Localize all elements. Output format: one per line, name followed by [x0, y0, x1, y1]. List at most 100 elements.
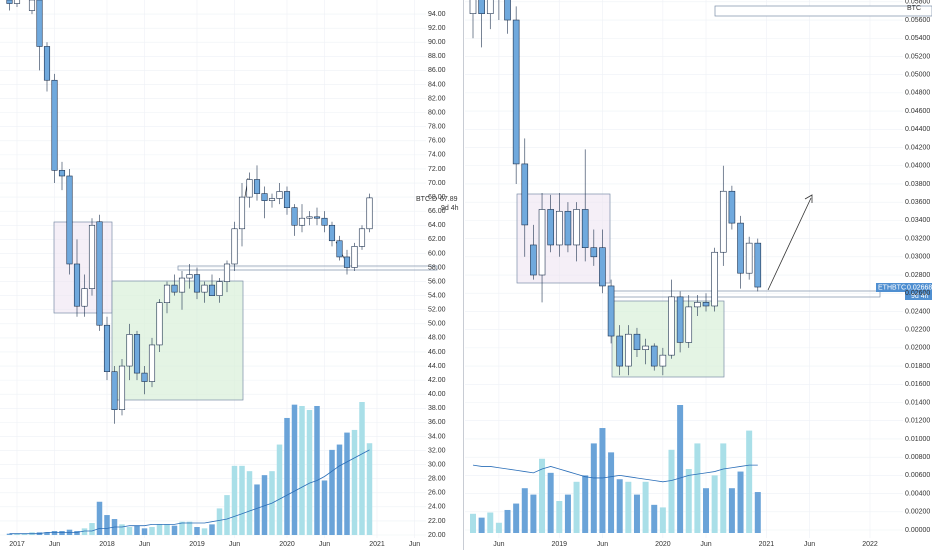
- y-tick-label: 92.00: [428, 25, 446, 32]
- candle-body: [685, 306, 693, 343]
- x-tick-label: Jun: [804, 541, 815, 548]
- volume-bar: [291, 404, 298, 535]
- candle-body: [118, 365, 126, 410]
- volume-bar: [608, 452, 615, 533]
- candle-body: [171, 284, 178, 293]
- volume-bar: [625, 481, 632, 533]
- candle-body: [711, 251, 718, 307]
- volume-bar: [156, 524, 163, 535]
- volume-bar: [336, 444, 343, 535]
- volume-bar: [344, 432, 350, 535]
- last-price-label: 67.89: [440, 196, 458, 203]
- candle-body: [469, 0, 477, 14]
- volume-bar: [599, 428, 606, 533]
- candle-body: [659, 354, 667, 367]
- y-tick-label: 82.00: [428, 95, 446, 102]
- candle-body: [478, 0, 485, 14]
- x-tick-label: 2020: [655, 541, 671, 548]
- y-tick-label: 94.00: [428, 11, 446, 18]
- symbol-label: BTC.D: [416, 196, 437, 203]
- candle-body: [238, 196, 246, 230]
- drawings: [53, 177, 438, 401]
- y-tick-label: 0.04200: [905, 144, 930, 151]
- y-tick-label: 22.00: [428, 518, 446, 525]
- volume-bar: [590, 443, 597, 533]
- y-tick-label: 44.00: [428, 363, 446, 370]
- y-tick-label: 28.00: [428, 476, 446, 483]
- candle-body: [73, 263, 81, 307]
- volume-bar: [171, 525, 178, 535]
- y-tick-label: 24.00: [428, 504, 446, 511]
- y-tick-label: 86.00: [428, 67, 446, 74]
- candle-body: [298, 217, 306, 226]
- candle-body: [599, 247, 606, 287]
- volume-bar: [478, 517, 485, 533]
- volume-bar: [685, 469, 692, 533]
- volume-bar: [149, 527, 155, 535]
- y-tick-label: 54.00: [428, 293, 446, 300]
- y-tick-label: 32.00: [428, 447, 446, 454]
- y-tick-label: 0.03600: [905, 199, 930, 206]
- volume-bar: [119, 524, 125, 535]
- y-tick-label: 0.04600: [905, 108, 930, 115]
- volume-bar: [504, 509, 511, 533]
- candle-body: [276, 191, 283, 199]
- y-tick-label: 0.02600: [905, 290, 930, 297]
- y-tick-label: 0.04000: [905, 163, 930, 170]
- volume-bar: [141, 528, 148, 535]
- y-tick-label: 0.04800: [905, 90, 930, 97]
- candle-body: [193, 274, 201, 293]
- candle-body: [358, 228, 366, 247]
- candle-body: [512, 19, 520, 165]
- arrow-line: [767, 197, 812, 291]
- candle-body: [43, 46, 51, 81]
- candle-body: [607, 285, 615, 337]
- candle-body: [268, 198, 276, 201]
- volume-bar: [224, 495, 230, 535]
- volume-bar: [582, 475, 589, 533]
- volume-ma-line: [9, 449, 370, 535]
- candle-body: [719, 190, 727, 253]
- symbol-tag: [876, 283, 905, 292]
- volume-bar: [134, 525, 140, 535]
- volume-ma-line: [472, 464, 758, 483]
- candle-body: [81, 288, 88, 307]
- y-tick-label: 76.00: [428, 138, 446, 145]
- candle-body: [321, 217, 328, 226]
- volume-bar: [521, 488, 528, 533]
- y-tick-label: 0.00600: [905, 472, 930, 479]
- volume-bar: [179, 521, 185, 535]
- y-tick-label: 84.00: [428, 81, 446, 88]
- y-tick-label: 20.00: [428, 532, 446, 539]
- volume-bar: [633, 494, 640, 533]
- y-tick-label: 0.03800: [905, 181, 930, 188]
- compare-symbol-label: BTC: [907, 5, 921, 12]
- volume-bar: [216, 508, 223, 535]
- volume-bar: [246, 471, 253, 535]
- x-tick-label: Jun: [597, 541, 608, 548]
- volume-bar: [651, 504, 658, 533]
- candle-body: [51, 79, 58, 171]
- volume-bar: [21, 533, 28, 535]
- countdown-tag: [905, 292, 932, 300]
- y-tick-label: 36.00: [428, 419, 446, 426]
- x-tick-label: 2022: [862, 541, 878, 548]
- volume-bar: [329, 449, 335, 535]
- candle-body: [547, 209, 554, 246]
- candle-body: [328, 224, 336, 242]
- volume-bar: [351, 429, 358, 535]
- x-tick-label: 2017: [9, 541, 25, 548]
- volume-bar: [126, 527, 133, 535]
- volume-bar: [668, 449, 675, 533]
- x-tick-label: Jun: [139, 541, 150, 548]
- x-tick-label: 2021: [369, 541, 385, 548]
- candle-body: [261, 193, 268, 201]
- candle-body: [163, 284, 171, 303]
- volume-bar: [754, 492, 761, 533]
- y-tick-label: 0.01800: [905, 363, 930, 370]
- candle-body: [96, 221, 103, 326]
- volume-bar: [74, 531, 80, 535]
- y-tick-label: 0.02400: [905, 308, 930, 315]
- candle-body: [156, 302, 163, 346]
- candle-body: [88, 224, 96, 289]
